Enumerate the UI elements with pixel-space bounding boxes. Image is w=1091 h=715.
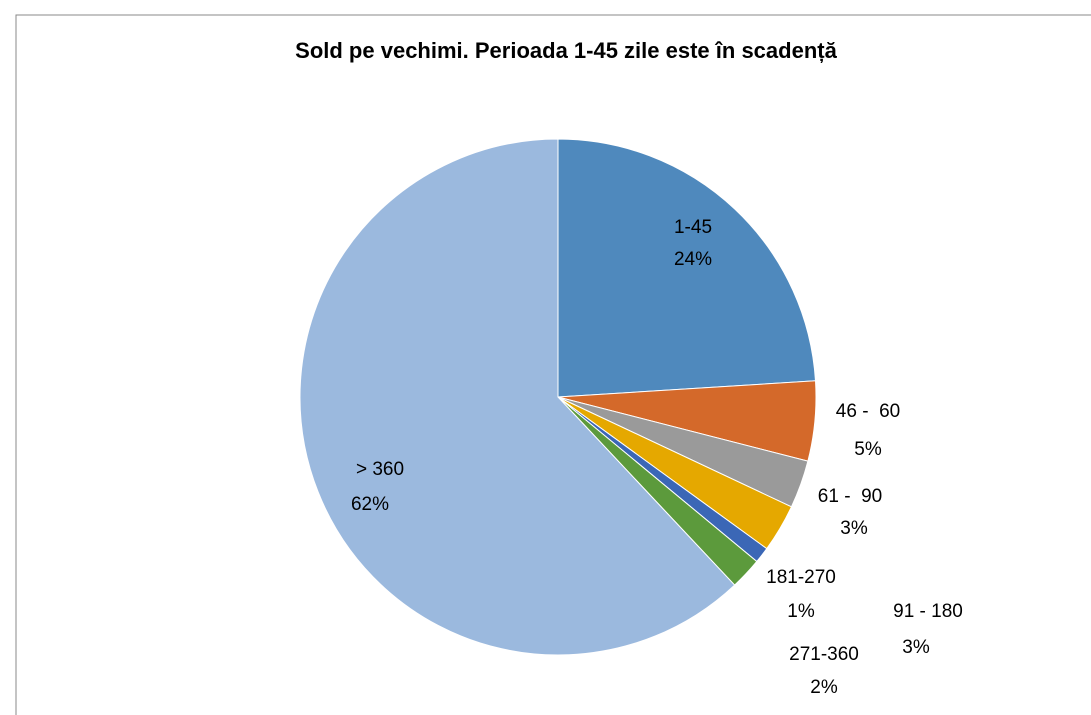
slice-value-label: 62%	[351, 494, 389, 515]
slice-value-label: 1%	[787, 601, 815, 622]
slice-value-label: 3%	[902, 637, 930, 658]
slice-value-label: 24%	[674, 249, 712, 270]
chart-frame	[15, 14, 1091, 715]
slice-label: 61 - 90	[818, 486, 882, 507]
slice-label: 181-270	[766, 567, 836, 588]
slice-label: 46 - 60	[836, 401, 900, 422]
pie-slice	[299, 138, 736, 656]
slice-label: 1-45	[674, 217, 712, 238]
slice-value-label: 3%	[840, 518, 868, 539]
pie-slice	[557, 138, 817, 398]
slice-value-label: 5%	[854, 439, 882, 460]
slice-label: 271-360	[789, 644, 859, 665]
slice-label: > 360	[356, 459, 404, 480]
slice-label: 91 - 180	[893, 601, 963, 622]
chart-title: Sold pe vechimi. Perioada 1-45 zile este…	[295, 38, 837, 63]
slice-value-label: 2%	[810, 677, 838, 698]
